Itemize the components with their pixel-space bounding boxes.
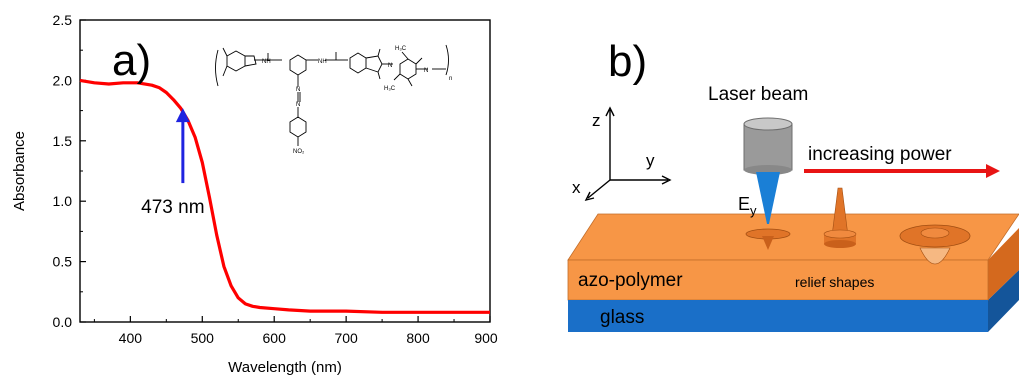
coordinate-axes	[584, 106, 672, 202]
laser-objective-lens	[743, 117, 793, 175]
svg-text:N: N	[296, 102, 300, 108]
x-axis-ticks: 400 500 600 700 800 900	[93, 316, 498, 346]
y-tick-label: 2.5	[53, 12, 73, 28]
svg-text:H₃C: H₃C	[395, 46, 407, 52]
svg-text:N: N	[296, 87, 300, 93]
y-axis-ticks: 0.0 0.5 1.0 1.5 2.0 2.5	[53, 12, 86, 330]
svg-text:NH: NH	[318, 59, 327, 65]
absorbance-series-line	[79, 78, 490, 314]
polymer-layer-label: azo-polymer	[578, 270, 683, 291]
panel-a-label: a)	[112, 36, 151, 85]
structure-atom-labels: NH NH N N N N NO₂ n H₃C H₃C	[262, 46, 452, 155]
svg-text:N: N	[424, 68, 428, 74]
glass-front-face	[568, 300, 988, 332]
y-tick-label: 1.5	[53, 133, 73, 149]
relief-shape-large	[899, 224, 971, 265]
panel-b-schematic: b) azo-polymer glass relief shapes z y x…	[567, 37, 1019, 332]
x-tick-label: 400	[119, 330, 143, 346]
svg-text:H₃C: H₃C	[384, 86, 396, 92]
svg-text:NO₂: NO₂	[293, 149, 305, 155]
svg-text:n: n	[449, 76, 452, 82]
relief-shapes-label: relief shapes	[795, 274, 874, 290]
x-tick-label: 900	[474, 330, 498, 346]
laser-beam-label: Laser beam	[708, 84, 808, 105]
polymer-side-face	[988, 228, 1019, 300]
wavelength-annotation: 473 nm	[141, 108, 205, 218]
axis-y-label: y	[646, 151, 655, 170]
svg-text:NH: NH	[262, 59, 271, 65]
relief-shape-medium	[823, 187, 857, 248]
axis-z-label: z	[592, 111, 601, 130]
polymer-structure-drawing	[215, 44, 449, 146]
y-tick-label: 0.5	[53, 254, 73, 270]
y-tick-label: 1.0	[53, 193, 73, 209]
annotation-label: 473 nm	[141, 197, 204, 218]
field-polarization-label: Ey	[738, 194, 757, 218]
laser-beam-cone	[756, 172, 780, 224]
glass-side-face	[988, 270, 1019, 332]
increasing-power-label: increasing power	[808, 144, 952, 165]
x-tick-label: 700	[334, 330, 358, 346]
polymer-front-face	[567, 259, 989, 301]
svg-text:N: N	[388, 63, 392, 69]
y-tick-label: 2.0	[53, 72, 73, 88]
panel-a-chart: 0.0 0.5 1.0 1.5 2.0 2.5 400 500 600 700 800 900 Wa…	[11, 12, 498, 376]
annotation-arrow-head	[175, 108, 190, 123]
relief-shape-small	[745, 228, 791, 250]
axis-x-label: x	[572, 178, 581, 197]
y-axis-title: Absorbance	[11, 131, 28, 211]
increasing-power-arrow	[804, 164, 1000, 178]
glass-layer-label: glass	[600, 307, 644, 328]
panel-b-label: b)	[608, 37, 647, 86]
x-tick-label: 600	[263, 330, 287, 346]
x-tick-label: 800	[406, 330, 430, 346]
x-tick-label: 500	[191, 330, 215, 346]
x-axis-title: Wavelength (nm)	[228, 359, 342, 376]
y-tick-label: 0.0	[53, 314, 73, 330]
